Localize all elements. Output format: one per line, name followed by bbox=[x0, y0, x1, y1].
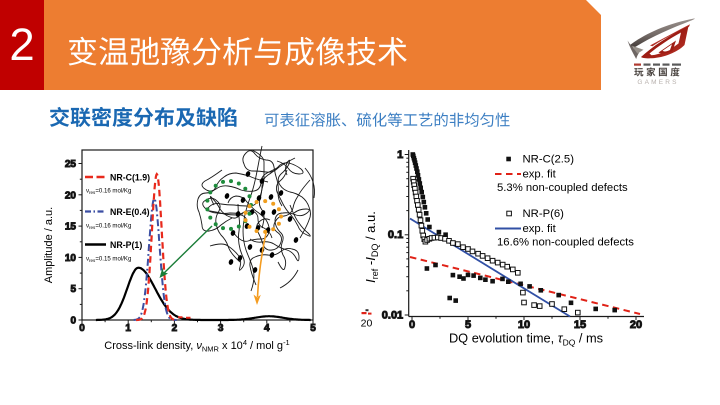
svg-text:DQ evolution time, τDQ / ms: DQ evolution time, τDQ / ms bbox=[449, 331, 603, 348]
svg-text:NR-C(2.5): NR-C(2.5) bbox=[523, 154, 575, 166]
svg-text:Cross-link density, νNMR x 104: Cross-link density, νNMR x 104 / mol g-1 bbox=[104, 338, 289, 354]
svg-text:20: 20 bbox=[630, 319, 642, 331]
svg-text:5: 5 bbox=[465, 319, 471, 331]
svg-text:10: 10 bbox=[65, 253, 77, 264]
svg-text:4: 4 bbox=[264, 323, 270, 334]
svg-text:10: 10 bbox=[518, 319, 530, 331]
svg-text:NR-C(1.9): NR-C(1.9) bbox=[110, 173, 150, 183]
svg-text:25: 25 bbox=[65, 159, 77, 170]
svg-text:1: 1 bbox=[397, 149, 403, 161]
svg-text:0.1: 0.1 bbox=[388, 229, 403, 241]
svg-text:20: 20 bbox=[361, 318, 373, 330]
svg-text:5: 5 bbox=[70, 284, 76, 295]
svg-text:2: 2 bbox=[172, 323, 178, 334]
svg-text:NR-E(0.4): NR-E(0.4) bbox=[110, 207, 150, 217]
svg-text:νres=0.16 mol/Kg: νres=0.16 mol/Kg bbox=[86, 223, 131, 230]
svg-text:NR-P(6): NR-P(6) bbox=[523, 208, 565, 220]
svg-text:GAMERS: GAMERS bbox=[637, 79, 678, 86]
svg-text:1: 1 bbox=[125, 323, 131, 334]
svg-text:Iref -IDQ / a.u.: Iref -IDQ / a.u. bbox=[363, 211, 380, 283]
svg-text:5: 5 bbox=[310, 323, 316, 334]
svg-text:0: 0 bbox=[70, 316, 76, 327]
svg-text:15: 15 bbox=[65, 222, 77, 233]
svg-text:0.01: 0.01 bbox=[382, 310, 403, 322]
svg-text:NR-P(1): NR-P(1) bbox=[110, 240, 142, 250]
svg-text:νres=0.16 mol/Kg: νres=0.16 mol/Kg bbox=[86, 188, 131, 195]
svg-text:3: 3 bbox=[218, 323, 224, 334]
svg-text:0: 0 bbox=[79, 323, 85, 334]
svg-text:20: 20 bbox=[65, 190, 77, 201]
svg-text:16.6% non-coupled defects: 16.6% non-coupled defects bbox=[497, 237, 634, 249]
svg-text:5.3% non-coupled defects: 5.3% non-coupled defects bbox=[497, 182, 628, 194]
svg-text:νres=0.15 mol/Kg: νres=0.15 mol/Kg bbox=[86, 256, 131, 263]
svg-text:0: 0 bbox=[409, 319, 415, 331]
svg-text:Amplitude / a.u.: Amplitude / a.u. bbox=[43, 207, 55, 283]
svg-text:exp. fit: exp. fit bbox=[523, 223, 557, 235]
svg-text:15: 15 bbox=[574, 319, 586, 331]
svg-text:exp. fit: exp. fit bbox=[523, 169, 557, 181]
